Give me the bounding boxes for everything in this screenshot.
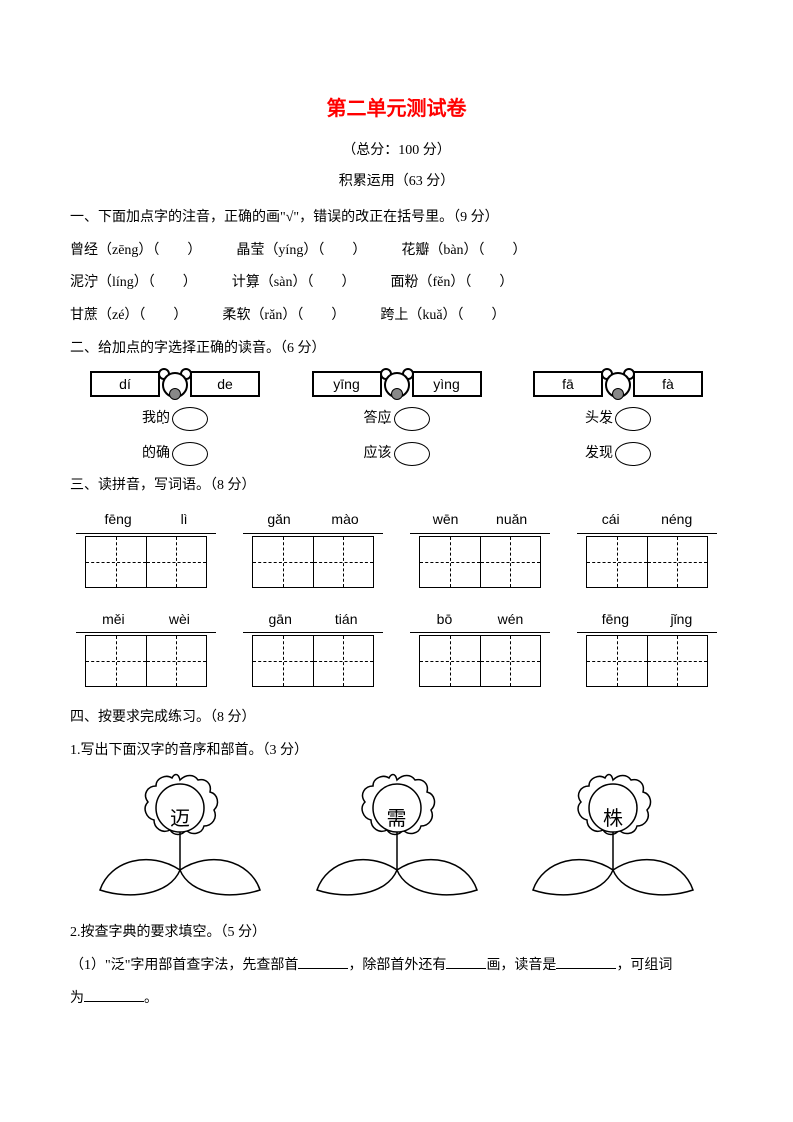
pinyin-option-left[interactable]: dí [90, 371, 160, 397]
pinyin-option-left[interactable]: fā [533, 371, 603, 397]
pinyin-option-right[interactable]: fà [633, 371, 703, 397]
q3-item: gāntián [243, 606, 383, 688]
pinyin-option-right[interactable]: yìng [412, 371, 482, 397]
q3-item: gǎnmào [243, 506, 383, 588]
blank-word[interactable] [84, 987, 144, 1002]
q3-item: wēnnuǎn [410, 506, 550, 588]
q1-row: 甘蔗（zé）（ ） 柔软（rǎn）（ ） 跨上（kuǎ）（ ） [70, 303, 723, 330]
q4-fill-2: 为。 [70, 986, 723, 1013]
flower-char: 需 [387, 800, 407, 838]
section-label: 积累运用（63 分） [70, 169, 723, 196]
bear-icon [158, 370, 192, 398]
flower-char: 迈 [170, 800, 190, 838]
blank-pinyin[interactable] [556, 954, 616, 969]
bear-icon [380, 370, 414, 398]
q3-item: cáinéng [577, 506, 717, 588]
answer-oval[interactable] [172, 407, 208, 431]
q1-row: 曾经（zēng）（ ） 晶莹（yíng）（ ） 花瓣（bàn）（ ） [70, 238, 723, 265]
flower-item: 迈 [90, 770, 270, 910]
q2-word-1: 答应 [302, 406, 492, 433]
page-title: 第二单元测试卷 [70, 90, 723, 128]
answer-oval[interactable] [394, 407, 430, 431]
q2-word-1: 我的 [80, 406, 270, 433]
flower-icon [90, 770, 270, 910]
q3-item: fēnglì [76, 506, 216, 588]
pinyin-option-left[interactable]: yīng [312, 371, 382, 397]
q2-prompt: 二、给加点的字选择正确的读音。（6 分） [70, 336, 723, 363]
answer-oval[interactable] [172, 442, 208, 466]
q3-row: fēnglì gǎnmào wēnnuǎn cáinéng [70, 506, 723, 588]
tianzige[interactable] [85, 635, 207, 687]
q3-item: fēngjǐng [577, 606, 717, 688]
q1-row: 泥泞（líng）（ ） 计算（sàn）（ ） 面粉（fěn）（ ） [70, 270, 723, 297]
total-score: （总分：100 分） [70, 138, 723, 165]
q2-item: yīng yìng 答应 应该 [302, 370, 492, 467]
q2-word-2: 应该 [302, 441, 492, 468]
q4-sub2: 2.按查字典的要求填空。（5 分） [70, 920, 723, 947]
flower-icon [523, 770, 703, 910]
q3-prompt: 三、读拼音，写词语。（8 分） [70, 473, 723, 500]
q2-item: fā fà 头发 发现 [523, 370, 713, 467]
pinyin-option-right[interactable]: de [190, 371, 260, 397]
bear-icon [601, 370, 635, 398]
q3-row: měiwèi gāntián bōwén fēngjǐng [70, 606, 723, 688]
q1-prompt: 一、下面加点字的注音，正确的画"√"，错误的改正在括号里。（9 分） [70, 205, 723, 232]
tianzige[interactable] [586, 536, 708, 588]
answer-oval[interactable] [615, 442, 651, 466]
flower-char: 株 [603, 800, 623, 838]
blank-strokes[interactable] [446, 954, 486, 969]
q3-item: bōwén [410, 606, 550, 688]
flower-icon [307, 770, 487, 910]
q4-sub1: 1.写出下面汉字的音序和部首。（3 分） [70, 738, 723, 765]
q2-word-2: 发现 [523, 441, 713, 468]
flower-item: 需 [307, 770, 487, 910]
q4-fill: （1）"泛"字用部首查字法，先查部首，除部首外还有画，读音是，可组词 [70, 953, 723, 980]
answer-oval[interactable] [394, 442, 430, 466]
tianzige[interactable] [419, 536, 541, 588]
tianzige[interactable] [419, 635, 541, 687]
blank-radical[interactable] [298, 954, 348, 969]
flower-item: 株 [523, 770, 703, 910]
q3-item: měiwèi [76, 606, 216, 688]
tianzige[interactable] [586, 635, 708, 687]
tianzige[interactable] [252, 536, 374, 588]
q2-word-2: 的确 [80, 441, 270, 468]
tianzige[interactable] [252, 635, 374, 687]
q4-prompt: 四、按要求完成练习。（8 分） [70, 705, 723, 732]
q2-item: dí de 我的 的确 [80, 370, 270, 467]
q2-word-1: 头发 [523, 406, 713, 433]
answer-oval[interactable] [615, 407, 651, 431]
tianzige[interactable] [85, 536, 207, 588]
